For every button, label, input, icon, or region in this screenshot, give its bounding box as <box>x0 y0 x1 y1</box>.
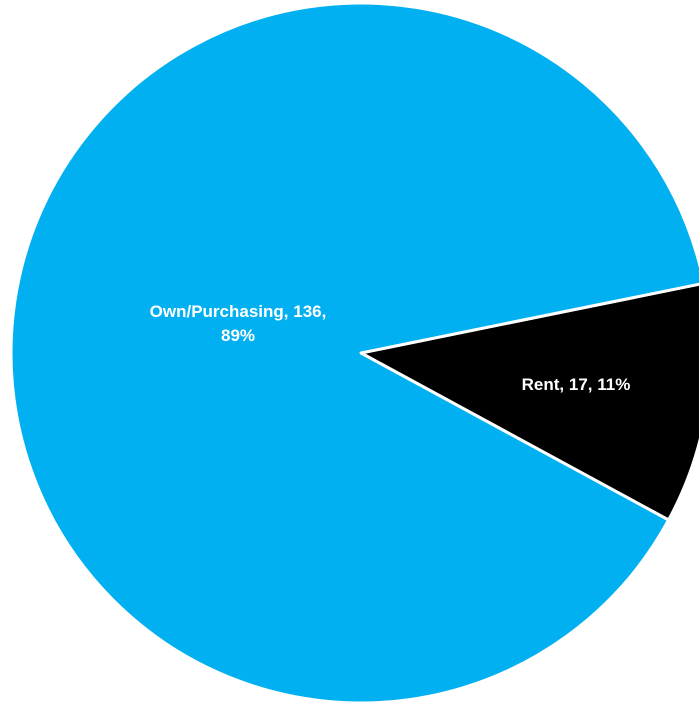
data-label-line: Rent, 17, 11% <box>522 375 631 394</box>
data-label-own-purchasing: Own/Purchasing, 136, 89% <box>150 302 327 345</box>
data-label-line: 89% <box>221 326 255 345</box>
pie-slice-rent <box>359 282 699 522</box>
pie-slices <box>9 1 699 705</box>
data-label-rent: Rent, 17, 11% <box>522 375 631 394</box>
pie-labels: Rent, 17, 11% Own/Purchasing, 136, 89% <box>150 302 631 394</box>
pie-slice-own-purchasing <box>9 1 699 705</box>
data-label-line: Own/Purchasing, 136, <box>150 302 327 321</box>
